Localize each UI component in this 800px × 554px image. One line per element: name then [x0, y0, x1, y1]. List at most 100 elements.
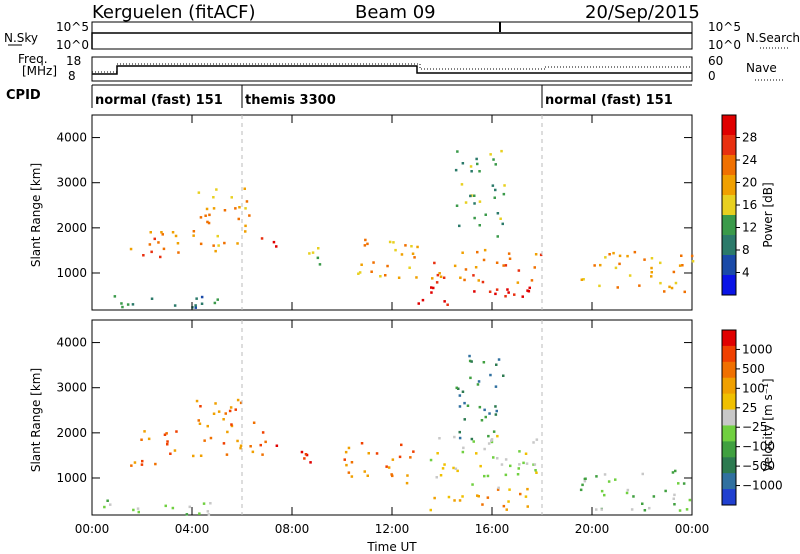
data-cell — [664, 489, 667, 493]
power-axes: 4000 3000 2000 1000 — [56, 115, 693, 310]
freq-unit: [MHz] — [22, 64, 57, 78]
data-cell — [209, 436, 213, 440]
y-tick-label: 2000 — [56, 221, 87, 235]
data-cell — [458, 224, 461, 228]
x-tick-label: 20:00 — [575, 522, 610, 536]
data-cell — [244, 224, 247, 228]
data-cell — [487, 442, 491, 445]
data-cell — [261, 431, 265, 434]
data-cell — [318, 263, 322, 266]
data-cell — [452, 466, 455, 470]
data-cell — [435, 281, 439, 284]
data-cell — [477, 380, 481, 383]
data-cell — [192, 230, 196, 233]
data-cell — [489, 153, 492, 156]
data-cell — [430, 286, 433, 289]
data-cell — [480, 419, 484, 422]
data-cell — [216, 298, 219, 301]
colorbar-tick-label: −25 — [742, 420, 767, 434]
data-cell — [433, 496, 436, 500]
data-cell — [192, 454, 195, 458]
data-cell — [409, 456, 412, 459]
colorbar-tick-label: 500 — [742, 362, 765, 376]
nsky-trace — [91, 32, 692, 49]
data-cell — [458, 394, 462, 397]
data-cell — [486, 474, 490, 478]
colorbar-segment — [722, 195, 736, 216]
data-cell — [643, 258, 646, 261]
colorbar-segment — [722, 215, 736, 236]
data-cell — [473, 202, 476, 205]
data-cell — [633, 250, 637, 254]
data-cell — [194, 304, 197, 307]
data-cell — [534, 469, 537, 472]
data-cell — [489, 373, 492, 377]
nsky-tick-top: 10^5 — [56, 20, 89, 34]
data-cell — [185, 513, 189, 516]
data-cell — [472, 440, 475, 443]
data-cell — [443, 300, 446, 303]
data-cell — [579, 488, 583, 492]
data-cell — [260, 237, 264, 240]
data-cell — [487, 434, 490, 438]
data-cell — [595, 508, 598, 511]
freq-tick-top: 18 — [66, 54, 81, 68]
data-cell — [507, 252, 511, 255]
x-tick-label: 04:00 — [175, 522, 210, 536]
data-cell — [153, 237, 156, 241]
data-cell — [494, 163, 497, 166]
data-cell — [222, 418, 225, 421]
data-cell — [350, 475, 354, 478]
data-cell — [387, 466, 391, 469]
data-cell — [527, 290, 531, 293]
data-cell — [673, 503, 676, 506]
data-cell — [160, 231, 163, 234]
data-cell — [470, 170, 473, 173]
data-cell — [488, 412, 491, 415]
nsearch-tick-bottom: 10^0 — [708, 38, 741, 52]
colorbar-tick-label: 8 — [742, 243, 750, 257]
data-cell — [177, 251, 180, 254]
data-cell — [131, 303, 135, 306]
data-cell — [417, 302, 420, 305]
data-cell — [416, 245, 419, 249]
data-cell — [459, 276, 462, 279]
colorbar-tick-label: 1000 — [742, 342, 773, 356]
power-ylabel: Slant Range [km] — [29, 163, 43, 267]
data-cell — [446, 303, 449, 306]
data-cell — [413, 256, 416, 259]
data-cell — [150, 250, 153, 254]
colorbar-tick-label: −1000 — [742, 479, 783, 493]
data-cell — [475, 452, 478, 455]
data-cell — [481, 280, 485, 284]
data-cell — [397, 276, 401, 279]
data-cell — [476, 383, 480, 386]
data-cell — [239, 444, 243, 447]
data-cell — [121, 305, 124, 309]
data-cell — [194, 306, 197, 309]
data-cell — [532, 463, 535, 466]
data-cell — [207, 221, 211, 225]
data-cell — [225, 453, 229, 456]
data-cell — [668, 285, 671, 289]
data-cell — [405, 481, 409, 485]
data-cell — [505, 508, 508, 511]
cpid-label: CPID — [6, 88, 41, 103]
data-cell — [188, 505, 191, 509]
data-cell — [398, 455, 402, 459]
time-axis-label: Time UT — [366, 540, 417, 554]
data-cell — [499, 217, 502, 220]
data-cell — [525, 462, 529, 465]
data-cell — [372, 261, 375, 264]
data-cell — [469, 194, 472, 198]
data-cell — [509, 464, 512, 468]
data-cell — [466, 404, 470, 407]
data-cell — [630, 508, 634, 511]
data-cell — [453, 264, 457, 268]
data-cell — [272, 240, 276, 244]
data-cell — [648, 506, 651, 510]
data-cell — [438, 437, 441, 440]
data-cell — [400, 443, 403, 447]
data-cell — [628, 274, 632, 277]
data-cell — [308, 252, 311, 255]
